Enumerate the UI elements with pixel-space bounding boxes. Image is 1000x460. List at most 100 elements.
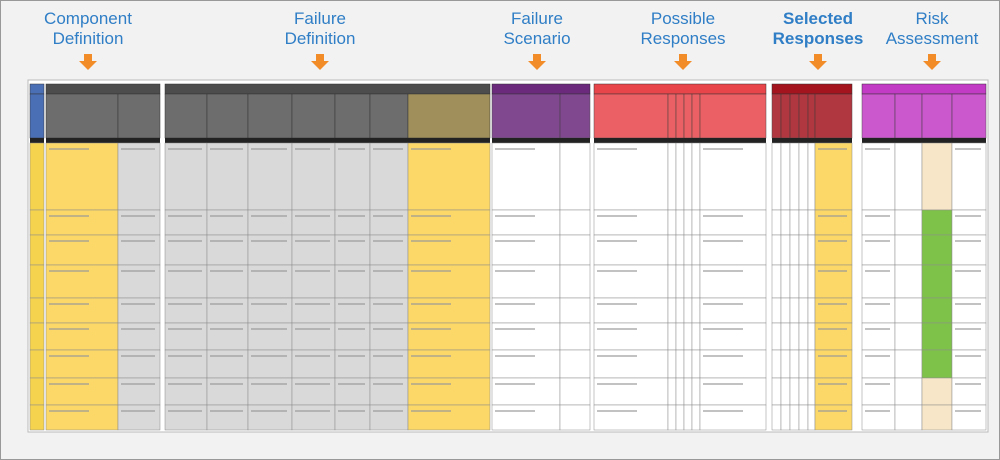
cell: [780, 322, 791, 351]
cell-text: [955, 303, 981, 305]
cell-text: [49, 215, 89, 217]
cell-text: [703, 410, 743, 412]
cell: [45, 322, 119, 351]
filter-row: [207, 138, 248, 143]
arrow: [528, 54, 546, 70]
cell-text: [373, 410, 403, 412]
cell: [247, 209, 293, 236]
filter-row: [492, 138, 560, 143]
cell: [45, 142, 119, 211]
cell-text: [955, 240, 981, 242]
cell-text: [338, 215, 365, 217]
cell-text: [338, 270, 365, 272]
cell-text: [49, 355, 89, 357]
cell: [369, 349, 409, 379]
cell: [407, 209, 491, 236]
cell: [559, 404, 591, 431]
cell-text: [865, 215, 890, 217]
cell-text: [703, 270, 743, 272]
cell-text: [818, 240, 847, 242]
cell: [675, 234, 685, 266]
cell-text: [703, 215, 743, 217]
cell: [789, 209, 800, 236]
cell-text: [955, 215, 981, 217]
cell: [593, 264, 669, 299]
cell: [951, 377, 987, 406]
cell: [247, 297, 293, 324]
section-label-line: Responses: [640, 29, 725, 48]
cell-text: [168, 215, 202, 217]
cell: [789, 404, 800, 431]
column-header: [334, 93, 371, 139]
cell: [814, 404, 853, 431]
cell: [369, 142, 409, 211]
cell-text: [373, 215, 403, 217]
cell-text: [597, 215, 637, 217]
cell-text: [168, 148, 202, 150]
column-header: [117, 93, 161, 139]
cell-text: [373, 303, 403, 305]
cell-text: [818, 148, 847, 150]
cell: [771, 349, 782, 379]
cell: [798, 404, 809, 431]
cell: [291, 297, 336, 324]
section-label-line: Possible: [651, 9, 715, 28]
cell: [780, 404, 791, 431]
cell: [814, 322, 853, 351]
cell-text: [338, 355, 365, 357]
cell: [814, 142, 853, 211]
cell-text: [295, 383, 330, 385]
filter-row: [335, 138, 370, 143]
cell: [675, 297, 685, 324]
cell: [921, 322, 953, 351]
cell: [921, 404, 953, 431]
cell: [789, 322, 800, 351]
section-header: [45, 83, 161, 95]
cell-text: [251, 355, 287, 357]
filter-row: [772, 138, 781, 143]
cell-text: [210, 215, 243, 217]
cell: [291, 264, 336, 299]
cell-text: [818, 410, 847, 412]
section-label: Failure Scenario: [503, 9, 570, 48]
cell-text: [955, 270, 981, 272]
cell: [951, 349, 987, 379]
cell-text: [703, 148, 743, 150]
cell: [667, 142, 677, 211]
cell-text: [121, 410, 155, 412]
filter-row: [922, 138, 952, 143]
cell: [683, 142, 693, 211]
cell-text: [373, 240, 403, 242]
cell: [921, 264, 953, 299]
cell-text: [295, 215, 330, 217]
cell: [861, 142, 896, 211]
cell: [29, 404, 45, 431]
filter-row: [30, 138, 44, 143]
cell-text: [865, 410, 890, 412]
cell-text: [338, 410, 365, 412]
cell: [164, 209, 208, 236]
cell: [369, 234, 409, 266]
cell: [117, 209, 161, 236]
cell-text: [295, 355, 330, 357]
column-header: [407, 93, 491, 139]
cell-text: [338, 303, 365, 305]
column-header: [675, 93, 685, 139]
cell-text: [338, 383, 365, 385]
cell: [291, 377, 336, 406]
cell: [117, 322, 161, 351]
cell: [789, 297, 800, 324]
arrow: [311, 54, 329, 70]
cell: [691, 322, 701, 351]
cell: [247, 404, 293, 431]
filter-row: [292, 138, 335, 143]
section-label: Failure Definition: [285, 9, 356, 48]
cell: [667, 297, 677, 324]
cell: [683, 209, 693, 236]
cell: [559, 297, 591, 324]
cell: [683, 264, 693, 299]
arrow: [809, 54, 827, 70]
cell-text: [338, 148, 365, 150]
cell: [798, 209, 809, 236]
section-label-line: Assessment: [886, 29, 979, 48]
